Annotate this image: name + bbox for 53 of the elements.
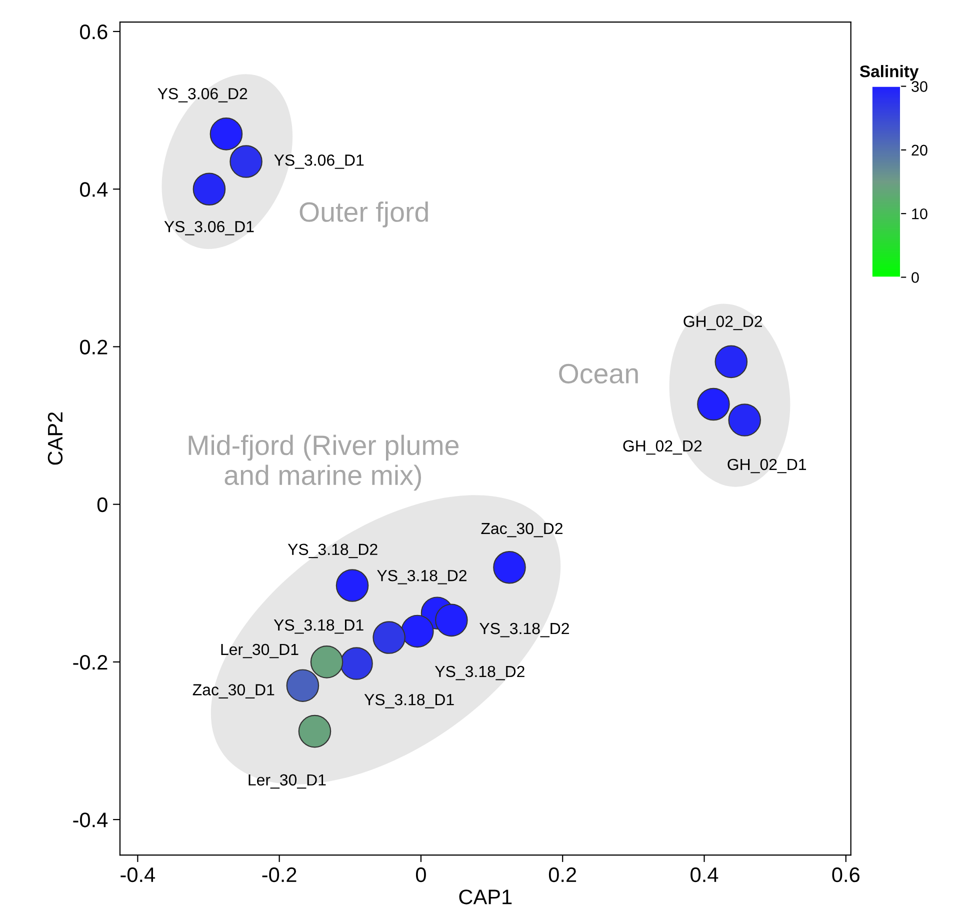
- point: [286, 669, 320, 702]
- annotation: GH_02_D2: [684, 316, 762, 330]
- point: [728, 404, 761, 436]
- y-tick-label: -0.2: [73, 654, 108, 670]
- annotation: YS_3.06_D1: [164, 220, 254, 236]
- color-bar-label: 20: [912, 144, 928, 156]
- annotation: YS_3.18_D2: [288, 544, 378, 558]
- point: [298, 714, 332, 748]
- annotation: YS_3.06_D2: [158, 88, 248, 102]
- x-tick-label: -0.4: [120, 867, 156, 882]
- point: [340, 647, 373, 680]
- annotation: GH_02_D1: [728, 458, 806, 474]
- color-bar-label: 0: [912, 272, 919, 283]
- point: [192, 172, 226, 206]
- y-axis-title: CAP2: [48, 412, 63, 465]
- annotation: Mid-fjord (River plume and marine mix): [188, 434, 459, 491]
- point: [210, 118, 243, 150]
- x-tick-label: -0.2: [262, 867, 296, 882]
- y-tick-label: -0.4: [73, 812, 108, 828]
- annotation: Ler_30_D1: [221, 644, 298, 658]
- annotation: Outer fjord: [300, 202, 428, 228]
- point: [714, 345, 748, 378]
- point: [310, 646, 344, 678]
- x-tick-label: 0.6: [832, 867, 860, 882]
- point: [401, 614, 434, 648]
- point: [493, 550, 526, 584]
- point: [435, 604, 468, 637]
- y-tick-label: 0.2: [80, 340, 108, 354]
- annotation: Ler_30_D1: [248, 774, 326, 789]
- annotation: YS_3.18_D2: [377, 570, 466, 584]
- point: [336, 569, 369, 602]
- x-tick-label: 0: [416, 867, 426, 882]
- color-bar-label: 30: [912, 81, 928, 92]
- y-tick-label: 0: [97, 497, 108, 512]
- y-tick-label: 0.4: [80, 182, 108, 197]
- annotation: GH_02_D2: [623, 440, 702, 455]
- annotation: YS_3.18_D1: [274, 619, 364, 634]
- y-tick-label: 0.6: [80, 24, 108, 40]
- annotation: Zac_30_D2: [481, 522, 562, 538]
- annotation: Ocean: [559, 364, 638, 384]
- annotation: YS_3.18_D2: [480, 622, 569, 638]
- annotation: YS_3.18_D2: [434, 666, 524, 680]
- point: [372, 621, 406, 654]
- x-tick-label: 0.2: [548, 867, 576, 882]
- annotation: YS_3.18_D1: [364, 694, 454, 708]
- color-bar-title: Salinity: [860, 65, 919, 81]
- color-bar-label: 10: [912, 208, 928, 220]
- annotation: YS_3.06_D1: [274, 154, 364, 169]
- x-tick-label: 0.4: [690, 867, 718, 882]
- point: [230, 145, 262, 178]
- x-axis-title: CAP1: [459, 890, 512, 904]
- point: [697, 388, 730, 421]
- annotation: Zac_30_D1: [192, 684, 274, 698]
